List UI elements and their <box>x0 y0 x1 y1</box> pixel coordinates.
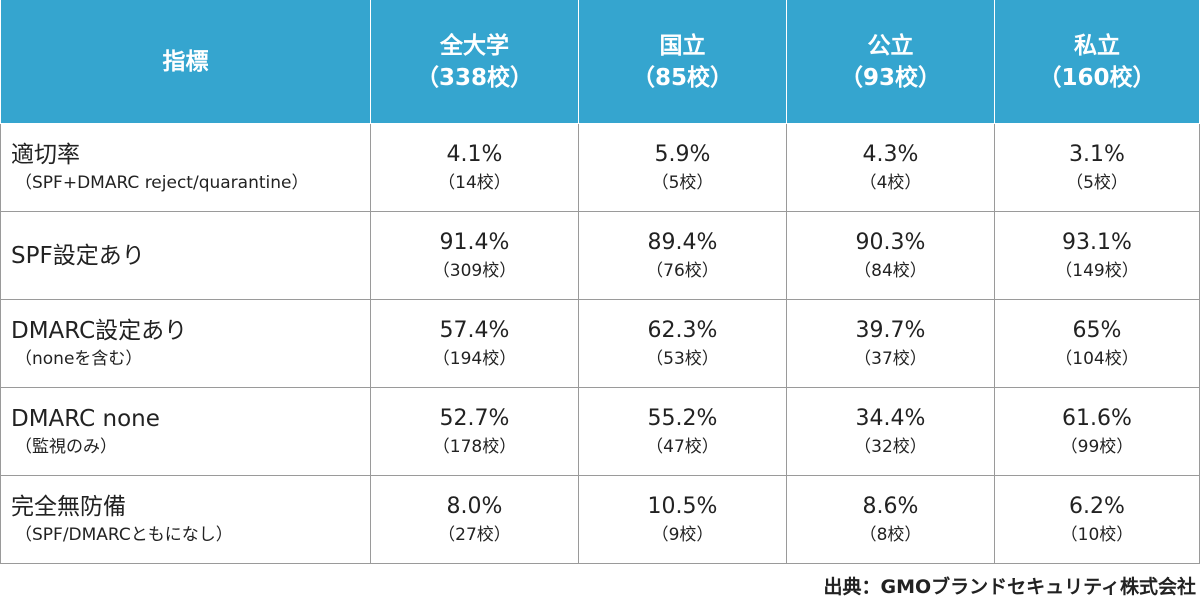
cell-value: 10.5% <box>647 493 718 519</box>
cell-value: 62.3% <box>647 317 718 343</box>
cell-count: （47校） <box>646 436 719 457</box>
cell-count: （194校） <box>432 348 517 369</box>
table-row: DMARC設定あり （noneを含む） 57.4% （194校） 62.3% （53校） 3… <box>0 299 1200 388</box>
header-text: （160校） <box>1038 64 1156 91</box>
header-text: （93校） <box>839 64 941 91</box>
cell-value: 57.4% <box>439 317 510 343</box>
cell-value: 89.4% <box>647 229 718 255</box>
cell-value: 39.7% <box>855 317 926 343</box>
cell-count: （309校） <box>432 260 517 281</box>
cell-value: 90.3% <box>855 229 926 255</box>
header-cell: 指標 <box>0 0 371 124</box>
data-cell: 62.3% （53校） <box>578 299 787 388</box>
cell-count: （27校） <box>438 524 511 545</box>
data-cell: 55.2% （47校） <box>578 387 787 476</box>
cell-count: （76校） <box>646 260 719 281</box>
row-label: DMARC none <box>11 405 160 432</box>
cell-count: （53校） <box>646 348 719 369</box>
cell-count: （4校） <box>859 172 922 193</box>
header-text: （85校） <box>631 64 733 91</box>
row-sublabel: （SPF+DMARC reject/quarantine） <box>15 172 309 193</box>
table-row: SPF設定あり 91.4% （309校） 89.4% （76校） 90.3% （84校） 93… <box>0 211 1200 300</box>
data-cell: 5.9% （5校） <box>578 123 787 212</box>
header-row: 指標 全大学 （338校） 国立 （85校） 公立 （93校） 私立 （160校） <box>0 0 1200 124</box>
data-cell: 8.0% （27校） <box>370 475 579 564</box>
header-text: 国立 <box>659 32 706 59</box>
table-row: 完全無防備 （SPF/DMARCともになし） 8.0% （27校） 10.5% （9校） 8… <box>0 475 1200 564</box>
cell-value: 8.0% <box>446 493 503 519</box>
cell-value: 52.7% <box>439 405 510 431</box>
row-label-cell: 完全無防備 （SPF/DMARCともになし） <box>0 475 371 564</box>
row-label-cell: SPF設定あり <box>0 211 371 300</box>
source: 出典：GMOブランドセキュリティ株式会社 <box>823 576 1196 598</box>
cell-count: （104校） <box>1055 348 1139 369</box>
row-label-cell: DMARC none （監視のみ） <box>0 387 371 476</box>
data-cell: 91.4% （309校） <box>370 211 579 300</box>
cell-count: （99校） <box>1060 436 1134 457</box>
cell-count: （9校） <box>651 524 714 545</box>
row-label-cell: DMARC設定あり （noneを含む） <box>0 299 371 388</box>
row-sublabel: （監視のみ） <box>15 436 117 457</box>
cell-count: （14校） <box>438 172 511 193</box>
table-body: 適切率 （SPF+DMARC reject/quarantine） 4.1% （14校… <box>0 123 1200 564</box>
cell-count: （5校） <box>1066 172 1128 193</box>
cell-count: （37校） <box>854 348 927 369</box>
data-cell: 65% （104校） <box>994 299 1200 388</box>
data-cell: 52.7% （178校） <box>370 387 579 476</box>
row-label: 適切率 <box>11 141 80 168</box>
data-cell: 93.1% （149校） <box>994 211 1200 300</box>
row-label-cell: 適切率 （SPF+DMARC reject/quarantine） <box>0 123 371 212</box>
cell-value: 61.6% <box>1062 405 1132 431</box>
row-label: DMARC設定あり <box>11 317 188 344</box>
cell-count: （149校） <box>1055 260 1139 281</box>
header-text: 私立 <box>1074 32 1120 59</box>
cell-count: （10校） <box>1060 524 1134 545</box>
data-cell: 89.4% （76校） <box>578 211 787 300</box>
cell-value: 65% <box>1072 317 1122 343</box>
data-cell: 90.3% （84校） <box>786 211 995 300</box>
header-text: （338校） <box>415 64 533 91</box>
header-text: 指標 <box>162 48 209 75</box>
table-row: 適切率 （SPF+DMARC reject/quarantine） 4.1% （14校… <box>0 123 1200 212</box>
cell-value: 4.3% <box>862 141 919 167</box>
cell-value: 34.4% <box>855 405 926 431</box>
table: 指標 全大学 （338校） 国立 （85校） 公立 （93校） 私立 （160校） 適切率 （SP… <box>0 0 1200 564</box>
data-cell: 39.7% （37校） <box>786 299 995 388</box>
row-label: 完全無防備 <box>11 493 126 520</box>
cell-value: 91.4% <box>439 229 510 255</box>
data-cell: 34.4% （32校） <box>786 387 995 476</box>
cell-value: 93.1% <box>1062 229 1132 255</box>
header-text: 公立 <box>867 32 914 59</box>
cell-count: （5校） <box>651 172 714 193</box>
cell-value: 3.1% <box>1069 141 1125 167</box>
data-cell: 6.2% （10校） <box>994 475 1200 564</box>
data-cell: 3.1% （5校） <box>994 123 1200 212</box>
data-cell: 57.4% （194校） <box>370 299 579 388</box>
cell-count: （84校） <box>854 260 927 281</box>
row-sublabel: （noneを含む） <box>15 348 143 369</box>
cell-value: 8.6% <box>862 493 919 519</box>
table-row: DMARC none （監視のみ） 52.7% （178校） 55.2% （47校） 34.… <box>0 387 1200 476</box>
data-cell: 8.6% （8校） <box>786 475 995 564</box>
cell-value: 5.9% <box>654 141 711 167</box>
data-cell: 4.1% （14校） <box>370 123 579 212</box>
data-cell: 61.6% （99校） <box>994 387 1200 476</box>
data-cell: 4.3% （4校） <box>786 123 995 212</box>
cell-value: 55.2% <box>647 405 718 431</box>
header-cell: 国立 （85校） <box>578 0 787 124</box>
cell-count: （8校） <box>859 524 922 545</box>
cell-count: （32校） <box>854 436 927 457</box>
row-sublabel: （SPF/DMARCともになし） <box>15 524 233 545</box>
header-cell: 私立 （160校） <box>994 0 1200 124</box>
header-cell: 全大学 （338校） <box>370 0 579 124</box>
header-cell: 公立 （93校） <box>786 0 995 124</box>
data-cell: 10.5% （9校） <box>578 475 787 564</box>
cell-value: 6.2% <box>1069 493 1125 519</box>
row-label: SPF設定あり <box>11 242 145 269</box>
cell-count: （178校） <box>432 436 517 457</box>
cell-value: 4.1% <box>446 141 503 167</box>
header-text: 全大学 <box>440 32 509 59</box>
